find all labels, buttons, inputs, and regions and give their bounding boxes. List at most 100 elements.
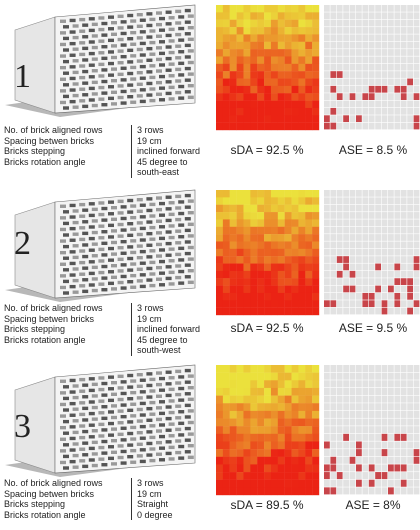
brick — [149, 64, 156, 68]
ase-cell — [324, 212, 330, 219]
brick — [156, 92, 162, 96]
ase-cell — [324, 410, 330, 418]
brick — [101, 33, 108, 37]
sda-cell — [222, 12, 230, 20]
sda-cell — [243, 418, 251, 427]
sda-cell — [236, 418, 244, 427]
sda-cell — [222, 300, 230, 308]
sda-cell — [305, 479, 313, 488]
ase-cell — [388, 464, 394, 472]
brick — [60, 437, 66, 441]
sda-cell — [284, 226, 292, 235]
brick — [149, 225, 156, 230]
brick — [178, 269, 185, 274]
sda-cell — [243, 410, 251, 419]
sda-cell — [257, 387, 265, 396]
ase-cell — [400, 100, 407, 108]
sda-cell — [305, 472, 313, 480]
sda-cell — [250, 487, 258, 496]
brick — [91, 288, 98, 293]
sda-cell — [312, 464, 320, 473]
sda-cell — [229, 300, 237, 308]
ase-cell — [381, 433, 388, 441]
brick — [159, 40, 165, 44]
brick — [165, 68, 172, 72]
brick — [117, 280, 124, 285]
sda-cell — [243, 78, 251, 87]
brick — [98, 376, 105, 380]
ase-cell — [400, 248, 407, 256]
ase-cell — [330, 5, 337, 12]
ase-cell — [336, 410, 343, 418]
ase-cell — [362, 418, 369, 426]
ase-cell — [349, 248, 356, 256]
brick — [168, 224, 175, 228]
ase-cell — [349, 19, 356, 27]
brick — [91, 242, 98, 246]
sda-cell — [284, 449, 292, 457]
brick — [108, 456, 114, 461]
ase-cell — [375, 403, 381, 411]
ase-cell — [349, 410, 356, 418]
ase-cell — [413, 487, 420, 495]
brick — [156, 265, 162, 270]
brick — [168, 445, 175, 450]
brick — [60, 42, 66, 47]
ase-cell — [356, 441, 362, 449]
ase-cell — [362, 63, 369, 71]
ase-cell — [375, 449, 381, 457]
brick — [117, 234, 124, 238]
ase-cell — [349, 387, 356, 395]
sda-cell — [243, 449, 251, 457]
sda-cell — [250, 12, 258, 20]
sda-cell — [298, 464, 306, 473]
brick — [156, 207, 162, 212]
sda-cell — [243, 100, 251, 109]
sda-cell — [270, 226, 278, 235]
brick — [79, 75, 86, 80]
ase-cell — [356, 464, 362, 472]
sda-cell — [257, 56, 265, 65]
brick — [159, 271, 165, 275]
ase-cell — [324, 456, 330, 464]
brick — [165, 405, 172, 409]
brick — [178, 398, 185, 402]
ase-cell — [336, 190, 343, 197]
sda-cell — [250, 449, 258, 457]
sda-cell — [291, 256, 299, 264]
sda-cell — [264, 241, 272, 250]
ase-cell — [336, 49, 343, 56]
ase-cell — [394, 204, 401, 212]
brick — [184, 263, 191, 267]
brick — [136, 407, 143, 412]
sda-cell — [229, 270, 237, 279]
sda-cell — [257, 433, 265, 442]
sda-cell — [264, 34, 272, 42]
ase-cell — [343, 464, 349, 472]
brick — [149, 29, 156, 33]
ase-cell — [400, 190, 407, 197]
sda-cell — [291, 78, 299, 87]
sda-cell — [291, 27, 299, 35]
ase-cell — [343, 292, 349, 300]
ase-cell — [394, 270, 401, 278]
brick — [111, 427, 117, 431]
brick — [120, 274, 127, 279]
sda-cell — [264, 212, 272, 220]
brick — [88, 283, 95, 287]
ase-cell — [356, 226, 362, 234]
ase-cell — [407, 479, 413, 487]
brick — [88, 236, 95, 241]
ase-cell — [336, 372, 343, 380]
sda-cell — [298, 93, 306, 101]
brick — [108, 433, 114, 437]
brick — [79, 424, 86, 428]
sda-cell — [284, 190, 292, 198]
ase-cell — [413, 418, 420, 426]
brick — [139, 424, 146, 429]
brick — [136, 255, 143, 260]
ase-cell — [362, 234, 369, 241]
sda-cell — [264, 456, 272, 465]
ase-cell — [336, 78, 343, 86]
brick — [159, 86, 165, 90]
